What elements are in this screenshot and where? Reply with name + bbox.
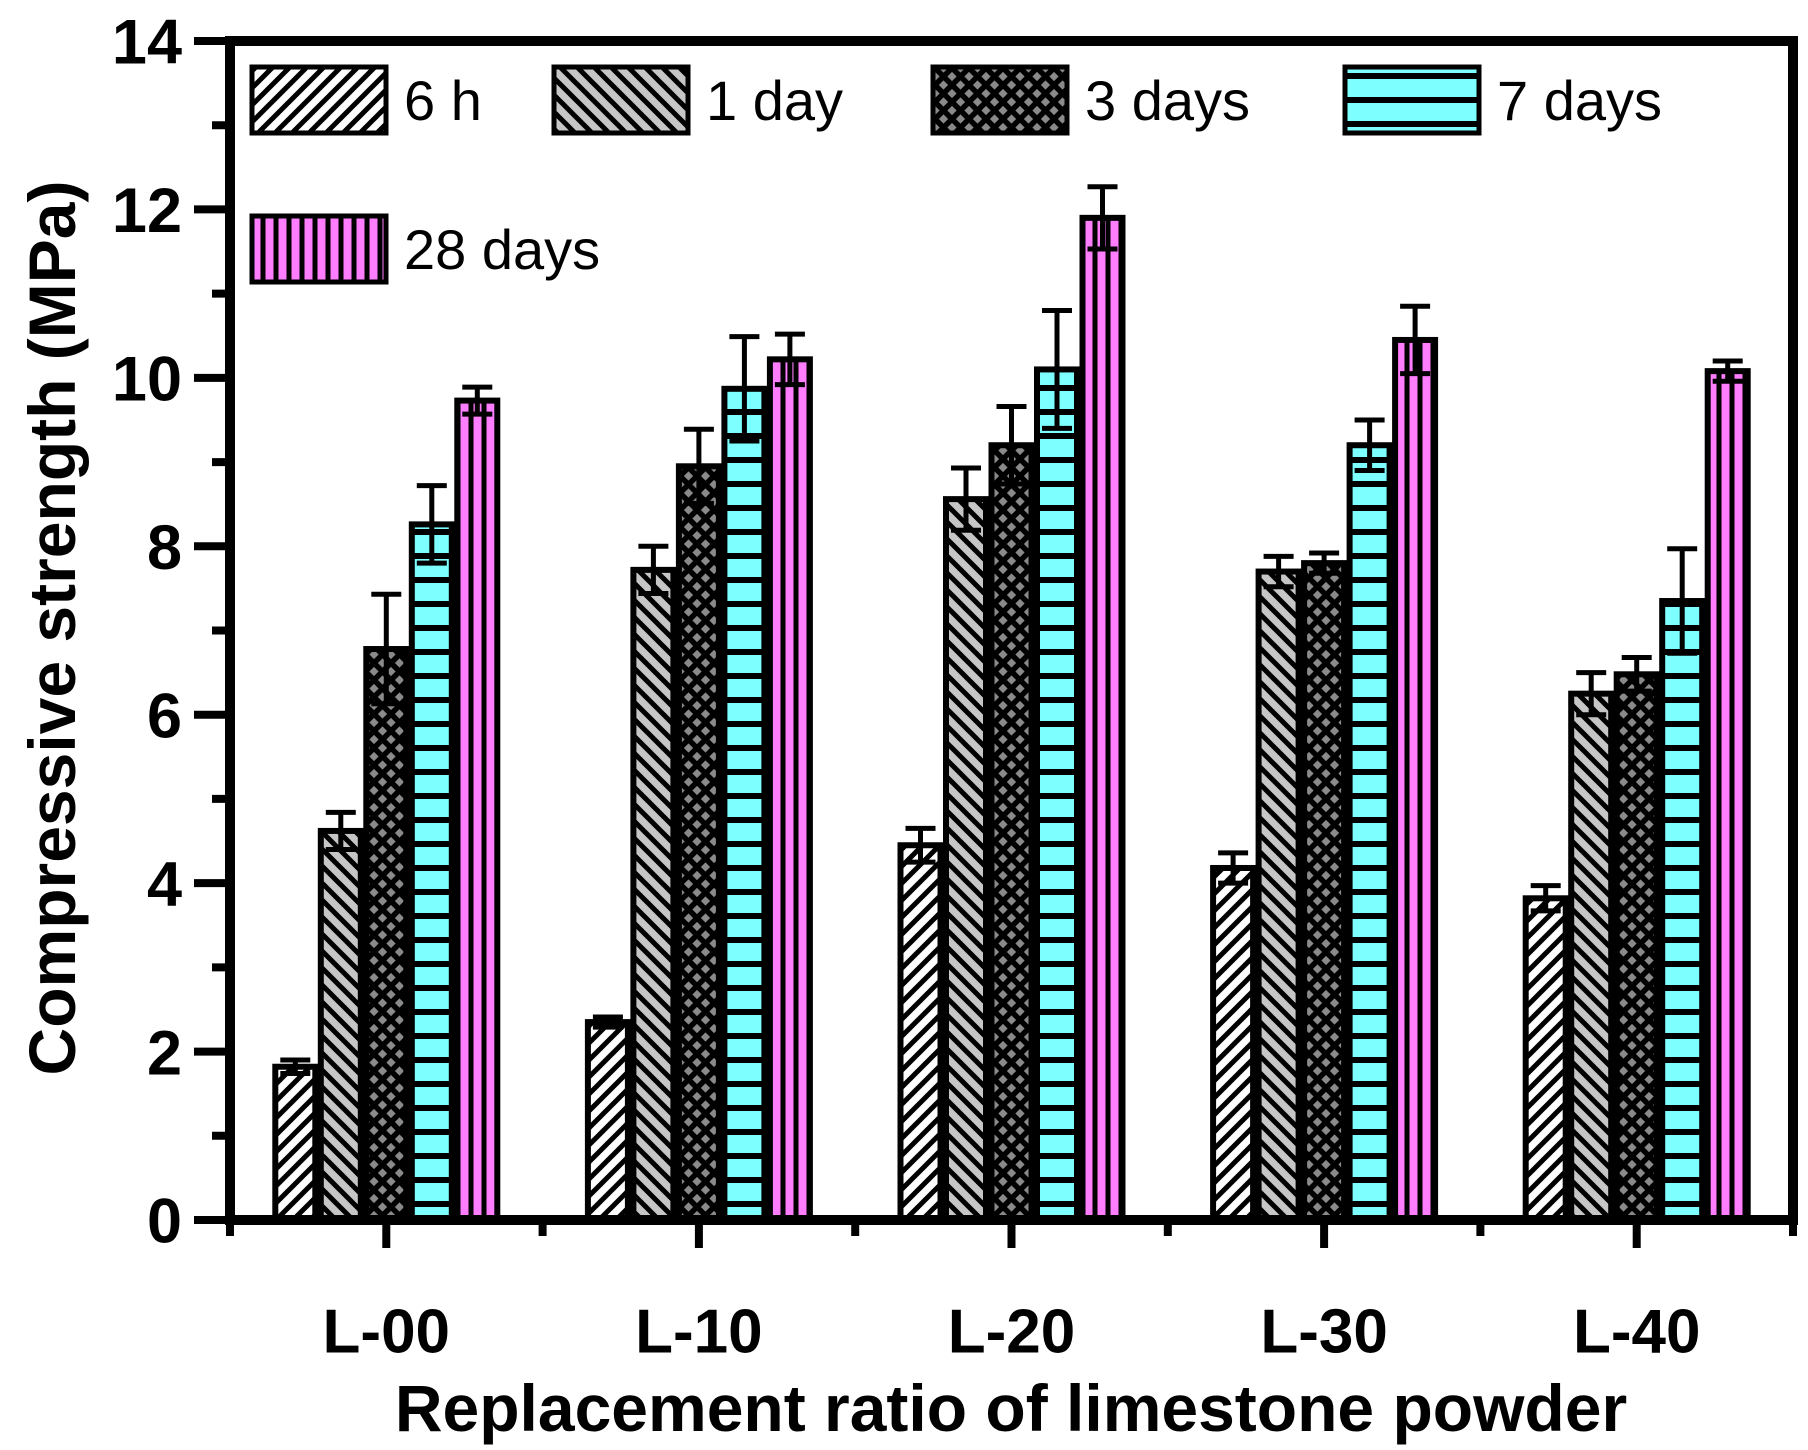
error-bar-l-40-7-days — [1667, 546, 1698, 656]
y-tick-label: 8 — [147, 513, 182, 583]
bar-l-30-1-day — [1255, 568, 1302, 1223]
bar-l-00-28-days — [454, 397, 501, 1224]
y-tick-label: 0 — [147, 1187, 182, 1257]
error-bar-l-00-3-days — [371, 591, 402, 707]
bar-l-30-3-days — [1301, 560, 1348, 1223]
legend: 6 h 1 day 3 days 7 days 28 days — [249, 64, 1662, 285]
error-bar-l-30-3-days — [1309, 550, 1340, 576]
x-tick-label-l-00: L-00 — [323, 1297, 450, 1366]
bar-l-20-6-h — [897, 842, 944, 1223]
error-bar-l-10-1-day — [638, 543, 669, 596]
plot-border — [225, 36, 1798, 1225]
error-bar-l-30-28-days — [1400, 303, 1431, 377]
error-bar-l-40-6-h — [1530, 883, 1561, 914]
x-tick-label-l-40: L-40 — [1573, 1297, 1700, 1366]
legend-item-1-day: 1 day — [551, 64, 843, 136]
y-tick-label: 6 — [147, 681, 182, 751]
error-bar-l-40-3-days — [1621, 654, 1652, 694]
bar-l-00-7-days — [408, 521, 455, 1223]
bar-l-20-7-days — [1034, 366, 1080, 1223]
bar-l-30-6-h — [1210, 864, 1257, 1224]
error-bar-l-10-6-h — [592, 1014, 623, 1030]
bar-l-40-28-days — [1704, 368, 1751, 1223]
error-bar-l-10-28-days — [774, 331, 805, 388]
y-tick-label: 2 — [147, 1018, 182, 1088]
error-bar-l-40-1-day — [1576, 670, 1607, 718]
legend-label-6-h: 6 h — [404, 69, 482, 132]
bar-l-40-7-days — [1659, 598, 1706, 1223]
legend-swatch-7-days — [1342, 64, 1482, 136]
y-tick-label: 14 — [112, 8, 182, 78]
error-bar-l-10-3-days — [683, 426, 714, 506]
bar-l-10-28-days — [766, 356, 813, 1223]
legend-swatch-28-days — [249, 213, 389, 285]
legend-label-3-days: 3 days — [1085, 69, 1250, 132]
error-bar-l-20-6-h — [905, 825, 936, 865]
bar-l-00-1-day — [317, 827, 364, 1223]
x-tick-label-l-20: L-20 — [948, 1297, 1075, 1366]
error-bar-l-00-1-day — [325, 809, 356, 852]
bar-l-20-1-day — [943, 496, 989, 1223]
bar-l-30-7-days — [1346, 442, 1393, 1223]
bars — [272, 184, 1751, 1224]
y-tick-label: 12 — [112, 176, 182, 246]
legend-item-28-days: 28 days — [249, 213, 600, 285]
legend-label-28-days: 28 days — [404, 218, 600, 281]
legend-swatch-3-days — [930, 64, 1070, 136]
y-axis: 0 2 4 6 8 10 12 14 — [112, 8, 230, 1257]
error-bar-l-20-7-days — [1042, 307, 1072, 431]
bar-l-40-3-days — [1613, 671, 1660, 1223]
error-bar-l-30-1-day — [1263, 553, 1294, 590]
error-bar-l-00-6-h — [280, 1057, 311, 1076]
y-tick-label: 4 — [147, 850, 182, 920]
error-bar-l-30-6-h — [1218, 850, 1249, 886]
legend-swatch-6-h — [249, 64, 389, 136]
error-bar-l-00-28-days — [462, 384, 493, 417]
y-tick-label: 10 — [112, 345, 182, 415]
bar-l-10-3-days — [675, 463, 722, 1223]
legend-label-1-day: 1 day — [706, 69, 843, 132]
legend-swatch-1-day — [551, 64, 691, 136]
bar-l-10-6-h — [584, 1019, 631, 1223]
x-tick-label-l-10: L-10 — [635, 1297, 762, 1366]
x-tick-label-l-30: L-30 — [1260, 1297, 1387, 1366]
bar-l-10-7-days — [721, 385, 768, 1223]
bar-l-00-6-h — [272, 1063, 319, 1223]
x-axis: L-00 L-10 L-20 L-30 L-40 — [226, 1220, 1797, 1366]
error-bar-l-20-1-day — [951, 465, 981, 533]
error-bar-l-40-28-days — [1712, 358, 1743, 384]
bar-l-40-1-day — [1568, 690, 1615, 1223]
error-bar-l-30-7-days — [1354, 417, 1385, 473]
error-bar-l-20-3-days — [996, 403, 1027, 487]
bar-l-20-28-days — [1079, 214, 1126, 1224]
legend-item-7-days: 7 days — [1342, 64, 1662, 136]
bar-l-20-3-days — [988, 442, 1035, 1223]
legend-item-6-h: 6 h — [249, 64, 482, 136]
bar-l-00-3-days — [363, 646, 410, 1223]
error-bar-l-00-7-days — [416, 483, 447, 566]
y-axis-title: Compressive strength (MPa) — [15, 180, 89, 1076]
x-axis-title: Replacement ratio of limestone powder — [394, 1371, 1628, 1445]
bar-l-40-6-h — [1522, 895, 1569, 1224]
bar-l-10-1-day — [630, 566, 677, 1223]
bar-l-30-28-days — [1392, 336, 1439, 1224]
error-bar-l-20-28-days — [1087, 184, 1118, 252]
legend-label-7-days: 7 days — [1497, 69, 1662, 132]
legend-item-3-days: 3 days — [930, 64, 1250, 136]
error-bar-l-10-7-days — [729, 334, 760, 444]
